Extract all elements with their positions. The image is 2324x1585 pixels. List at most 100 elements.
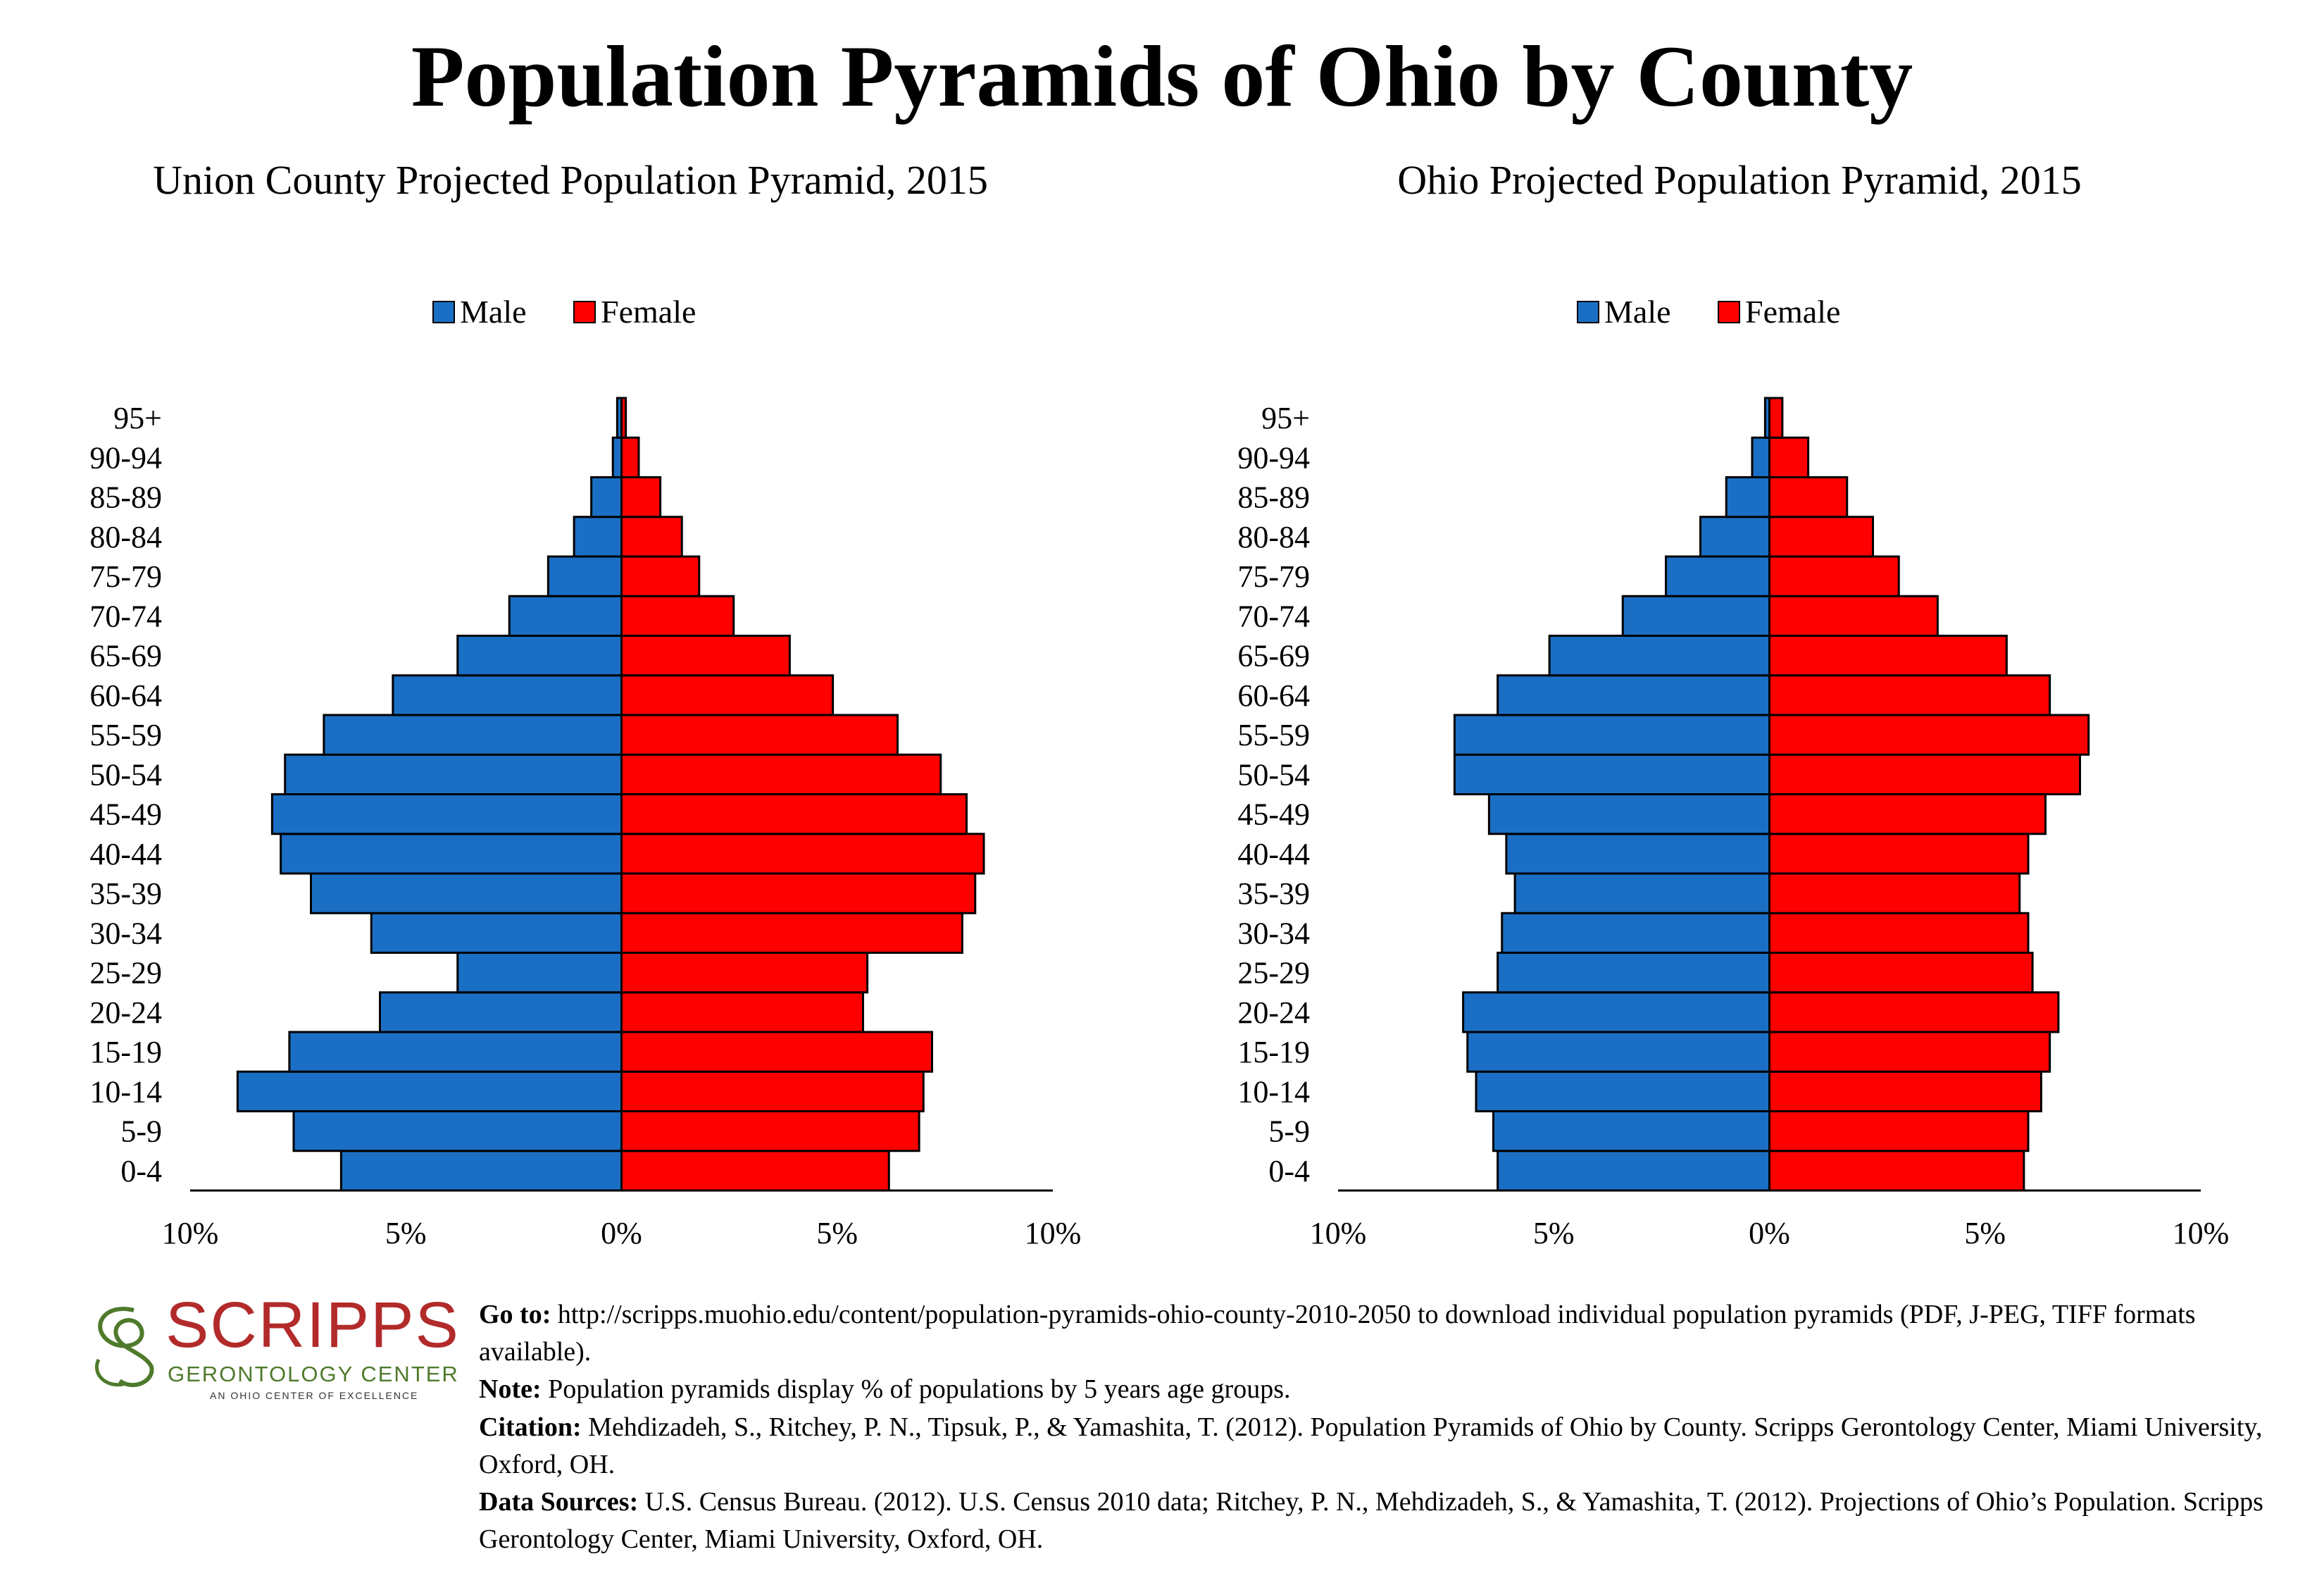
male-bar [280,833,623,875]
female-bar [1768,436,1810,478]
female-bar [620,674,835,716]
age-group-label: 35-39 [89,876,162,911]
x-tick-label: 5% [816,1216,858,1250]
footer-goto: Go to: http://scripps.muohio.edu/content… [479,1296,2310,1371]
age-group-label: 75-79 [1237,559,1310,594]
female-bar [620,397,627,439]
goto-text: http://scripps.muohio.edu/content/popula… [479,1300,2196,1367]
female-bar [620,1110,920,1152]
male-bar [1497,674,1770,716]
male-bar [339,1150,623,1192]
male-bar [590,476,623,518]
female-bar [1768,872,2021,914]
female-bar [1768,793,2047,835]
female-bar [1768,397,1784,439]
x-tick-label: 0% [1749,1216,1790,1250]
female-bar [1768,674,2051,716]
age-group-label: 15-19 [1237,1035,1310,1069]
age-group-label: 70-74 [1237,599,1310,633]
legend-female-swatch [1718,301,1740,323]
citation-label: Citation: [479,1412,582,1442]
age-group-label: 30-34 [1237,916,1310,950]
legend-female-label: Female [601,294,696,330]
female-bar [1768,714,2090,756]
female-bar [620,952,869,994]
male-bar [370,912,623,954]
footer-note: Note: Population pyramids display % of p… [479,1371,2310,1408]
age-group-label: 60-64 [89,678,162,713]
x-tick-label: 10% [2173,1216,2230,1250]
female-bar [1768,476,1849,518]
female-bar [620,872,977,914]
age-group-label: 55-59 [1237,718,1310,752]
female-bar [1768,753,2081,795]
x-tick-label: 10% [1310,1216,1367,1250]
legend-male-swatch [432,301,455,323]
age-group-label: 75-79 [89,559,162,594]
female-bar [620,1031,933,1073]
male-bar [1497,1150,1770,1192]
x-tick-label: 10% [1025,1216,1082,1250]
male-bar [611,436,623,478]
age-group-label: 90-94 [1237,440,1310,475]
female-bar [1768,516,1874,558]
age-group-label: 85-89 [1237,480,1310,515]
legend-male-label: Male [460,294,527,330]
age-group-label: 0-4 [120,1154,162,1188]
female-bar [620,595,735,637]
male-bar [1548,635,1770,677]
male-bar [1725,476,1770,518]
age-group-label: 80-84 [89,520,162,554]
male-bar [1621,595,1770,637]
x-tick-label: 10% [162,1216,219,1250]
age-group-label: 80-84 [1237,520,1310,554]
age-group-label: 45-49 [89,797,162,832]
male-bar [1501,912,1770,954]
male-bar [1505,833,1770,875]
male-bar [1487,793,1770,835]
age-group-label: 45-49 [1237,797,1310,832]
age-group-label: 65-69 [1237,639,1310,673]
male-bar [1751,436,1770,478]
legend: Male Female [1577,294,1840,330]
male-bar [288,1031,623,1073]
age-group-label: 65-69 [89,639,162,673]
age-group-label: 35-39 [1237,876,1310,911]
male-bar [292,1110,623,1152]
footer-notes: Go to: http://scripps.muohio.edu/content… [479,1296,2310,1558]
male-bar [310,872,623,914]
female-bar [620,833,985,875]
male-bar [1453,714,1770,756]
male-bar [1462,991,1770,1033]
male-bar [1699,516,1770,558]
female-bar [620,476,662,518]
age-group-label: 60-64 [1237,678,1310,713]
page-title: Population Pyramids of Ohio by County [411,28,1913,125]
scripps-logo: SCRIPPS GERONTOLOGY CENTER AN OHIO CENTE… [85,1289,465,1401]
swirl-logo-icon [95,1307,154,1387]
sources-text: U.S. Census Bureau. (2012). U.S. Census … [479,1486,2263,1555]
female-bar [1768,1031,2051,1073]
x-tick-label: 0% [601,1216,642,1250]
female-bar [1768,833,2030,875]
female-bar [620,912,963,954]
sources-label: Data Sources: [479,1486,639,1517]
charts-canvas: Union County Projected Population Pyrami… [89,157,2230,1250]
male-bar [573,516,623,558]
male-bar [1665,555,1770,597]
female-bar [620,635,791,677]
footer-sources: Data Sources: U.S. Census Bureau. (2012)… [479,1484,2310,1558]
female-bar [1768,1150,2025,1192]
age-group-label: 85-89 [89,480,162,515]
union-county-pyramid: Union County Projected Population Pyrami… [89,157,1081,1250]
male-bar [456,952,623,994]
legend-male-swatch [1577,301,1599,323]
legend-female-label: Female [1745,294,1840,330]
age-group-label: 50-54 [89,757,162,792]
female-bar [1768,555,1900,597]
male-bar [1475,1070,1770,1112]
logo-name: SCRIPPS [165,1289,460,1361]
logo-subtitle: GERONTOLOGY CENTER [168,1362,459,1386]
x-tick-label: 5% [1533,1216,1575,1250]
female-bar [1768,912,2030,954]
